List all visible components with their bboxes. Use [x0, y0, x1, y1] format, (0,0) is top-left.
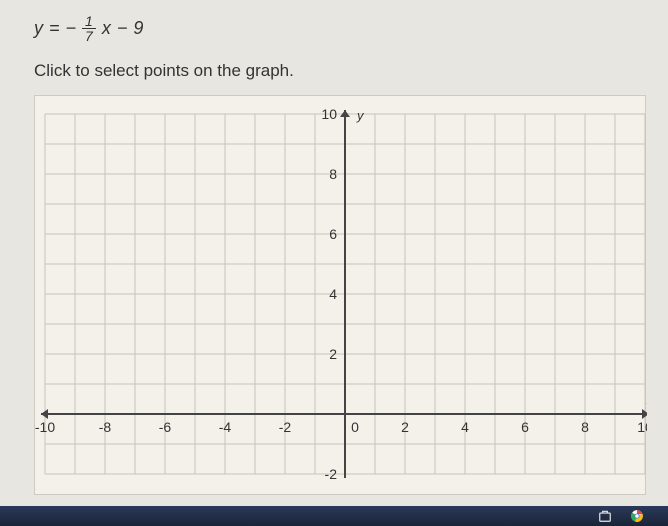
y-tick-label: 8 [329, 166, 337, 182]
y-tick-label: 2 [329, 346, 337, 362]
x-tick-label: 6 [521, 419, 529, 435]
y-tick-label: 4 [329, 286, 337, 302]
fraction-numerator: 1 [82, 14, 96, 29]
worksheet-page: y = − 1 7 x − 9 Click to select points o… [0, 0, 668, 495]
equation-neg: − [66, 18, 77, 39]
x-axis-name: x [646, 392, 647, 407]
origin-label: 0 [351, 419, 359, 435]
equation-fraction: 1 7 [82, 14, 96, 43]
fraction-denominator: 7 [82, 29, 96, 43]
y-tick-label: 6 [329, 226, 337, 242]
x-tick-label: 10 [637, 419, 647, 435]
x-tick-label: -8 [99, 419, 112, 435]
y-axis-name: y [356, 108, 365, 123]
x-tick-label: 4 [461, 419, 469, 435]
windows-taskbar[interactable] [0, 506, 668, 526]
equation-display: y = − 1 7 x − 9 [34, 14, 648, 43]
x-tick-label: 8 [581, 419, 589, 435]
equation-minus: − [117, 18, 128, 39]
equation-var: x [102, 18, 111, 39]
y-tick-label: 10 [321, 106, 337, 122]
x-tick-label: -4 [219, 419, 232, 435]
x-tick-label: -6 [159, 419, 172, 435]
x-tick-label: -10 [35, 419, 55, 435]
store-icon[interactable] [598, 509, 612, 523]
graph-svg[interactable]: -10 -8 -6 -4 -2 2 4 6 8 10 0 -2 2 4 6 8 10 y x [35, 96, 647, 496]
chrome-icon[interactable] [630, 509, 644, 523]
x-tick-label: -2 [279, 419, 292, 435]
x-tick-label: 2 [401, 419, 409, 435]
equation-equals: = [49, 18, 60, 39]
equation-const: 9 [133, 18, 143, 39]
instruction-text: Click to select points on the graph. [34, 61, 648, 81]
y-tick-label: -2 [325, 466, 338, 482]
equation-lhs: y [34, 18, 43, 39]
coordinate-graph[interactable]: -10 -8 -6 -4 -2 2 4 6 8 10 0 -2 2 4 6 8 10 y x [34, 95, 646, 495]
